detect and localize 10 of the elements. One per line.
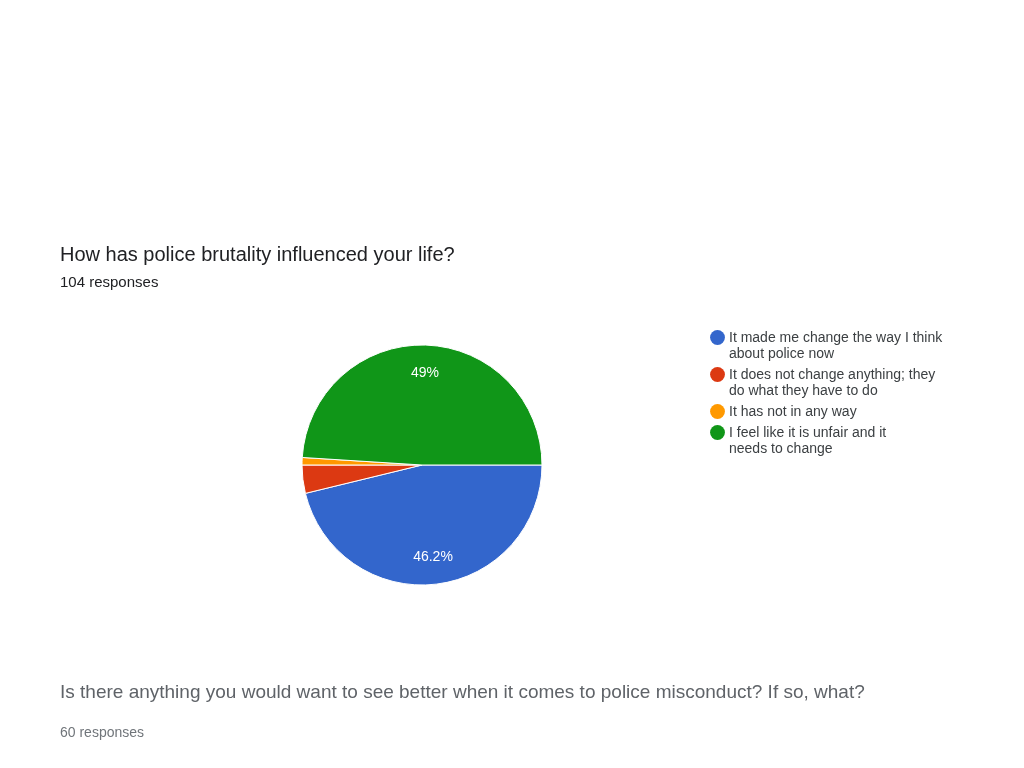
- legend-label: It has not in any way: [729, 402, 857, 419]
- text: Is there anything you would want to see better when it comes to police misconduct? If so, what?: [60, 681, 865, 702]
- data-label: 46.2%: [413, 547, 453, 564]
- data-label: 49%: [410, 363, 439, 380]
- legend-label: It made me change the way I think about police now: [729, 328, 944, 361]
- chart-title: How has police brutality influenced your life?: [60, 243, 455, 265]
- text: 60 responses: [60, 724, 145, 740]
- legend-label: I feel like it is unfair and it needs to change: [729, 423, 887, 456]
- legend-label: It does not change anything; they do what they have to do: [729, 365, 936, 398]
- text: 104 responses: [60, 273, 159, 290]
